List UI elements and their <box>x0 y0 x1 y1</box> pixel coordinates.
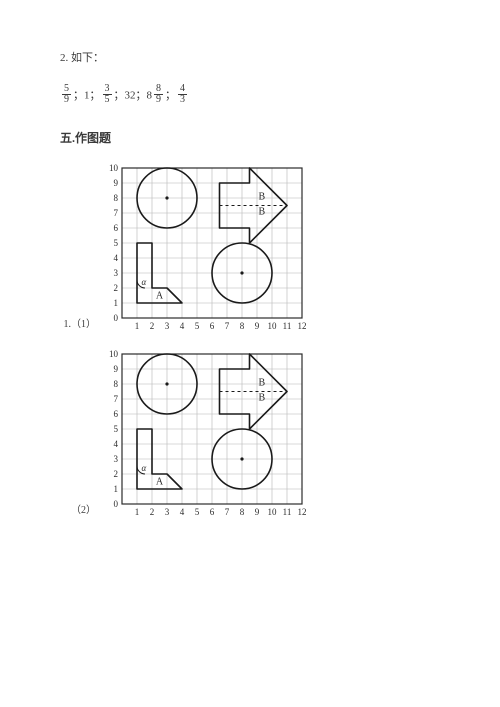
figure-label: 1.（1） <box>60 315 96 332</box>
svg-text:10: 10 <box>268 507 278 517</box>
fraction: 89 <box>154 84 163 105</box>
svg-text:11: 11 <box>283 321 292 331</box>
svg-text:5: 5 <box>114 424 119 434</box>
svg-text:B: B <box>259 392 266 403</box>
svg-text:8: 8 <box>114 379 119 389</box>
svg-text:8: 8 <box>240 507 245 517</box>
figures-container: 1.（1）123456789100123456789101112AαBB（2）1… <box>60 164 440 518</box>
svg-text:2: 2 <box>150 507 155 517</box>
svg-text:4: 4 <box>114 253 119 263</box>
svg-text:2: 2 <box>114 283 119 293</box>
problem-text: 如下： <box>71 52 104 64</box>
fraction-sep: ；1； <box>73 89 101 101</box>
svg-text:3: 3 <box>114 454 119 464</box>
svg-text:9: 9 <box>114 178 119 188</box>
fraction-sep: ； <box>165 89 176 101</box>
svg-text:12: 12 <box>298 321 307 331</box>
svg-text:4: 4 <box>180 321 185 331</box>
svg-text:A: A <box>156 290 164 301</box>
svg-text:8: 8 <box>114 193 119 203</box>
svg-text:4: 4 <box>180 507 185 517</box>
svg-text:7: 7 <box>225 507 230 517</box>
figure-block: （2）123456789100123456789101112AαBB <box>60 350 440 518</box>
svg-text:1: 1 <box>135 507 140 517</box>
svg-text:9: 9 <box>114 364 119 374</box>
svg-text:A: A <box>156 476 164 487</box>
svg-text:6: 6 <box>210 321 215 331</box>
svg-text:7: 7 <box>114 394 119 404</box>
svg-text:4: 4 <box>114 439 119 449</box>
svg-text:6: 6 <box>114 409 119 419</box>
grid-figure: 123456789100123456789101112AαBB <box>104 164 306 332</box>
fraction-sep: ；32；8 <box>114 89 153 101</box>
svg-text:B: B <box>259 206 266 217</box>
fraction: 59 <box>62 84 71 105</box>
svg-text:12: 12 <box>298 507 307 517</box>
figure-block: 1.（1）123456789100123456789101112AαBB <box>60 164 440 332</box>
svg-text:8: 8 <box>240 321 245 331</box>
svg-text:11: 11 <box>283 507 292 517</box>
svg-text:0: 0 <box>114 499 119 509</box>
svg-text:B: B <box>259 377 266 388</box>
svg-text:10: 10 <box>109 164 119 173</box>
fraction: 35 <box>103 84 112 105</box>
svg-text:5: 5 <box>114 238 119 248</box>
svg-text:0: 0 <box>114 313 119 323</box>
svg-text:9: 9 <box>255 507 260 517</box>
svg-text:1: 1 <box>114 298 119 308</box>
svg-text:2: 2 <box>150 321 155 331</box>
svg-text:10: 10 <box>109 350 119 359</box>
svg-text:7: 7 <box>225 321 230 331</box>
svg-text:3: 3 <box>114 268 119 278</box>
svg-text:α: α <box>142 277 147 287</box>
figure-label: （2） <box>60 501 96 518</box>
svg-text:1: 1 <box>114 484 119 494</box>
svg-text:2: 2 <box>114 469 119 479</box>
svg-text:9: 9 <box>255 321 260 331</box>
svg-text:3: 3 <box>165 507 170 517</box>
problem-number: 2. <box>60 52 68 64</box>
svg-text:1: 1 <box>135 321 140 331</box>
svg-text:α: α <box>142 463 147 473</box>
svg-text:B: B <box>259 191 266 202</box>
svg-text:3: 3 <box>165 321 170 331</box>
svg-text:10: 10 <box>268 321 278 331</box>
grid-figure: 123456789100123456789101112AαBB <box>104 350 306 518</box>
problem-header: 2. 如下： <box>60 50 440 68</box>
svg-text:5: 5 <box>195 507 200 517</box>
fraction: 43 <box>178 84 187 105</box>
svg-text:6: 6 <box>114 223 119 233</box>
section-title: 五.作图题 <box>60 129 440 146</box>
svg-text:5: 5 <box>195 321 200 331</box>
svg-text:6: 6 <box>210 507 215 517</box>
fractions-row: 59；1；35；32；889；43 <box>60 84 440 105</box>
svg-text:7: 7 <box>114 208 119 218</box>
